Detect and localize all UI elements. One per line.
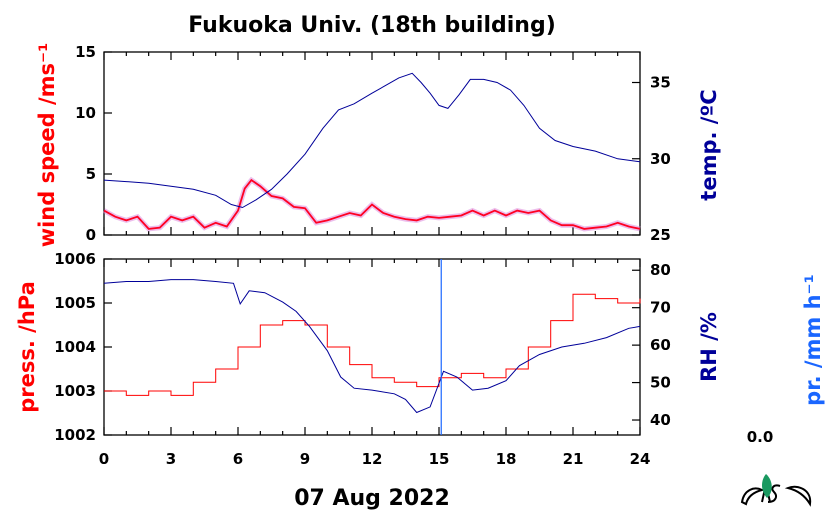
x-tick-label: 24 [630, 450, 651, 468]
y-right-tick-label: 25 [650, 226, 671, 244]
wind-series [103, 178, 641, 230]
x-tick-label: 6 [233, 450, 243, 468]
temp-series [103, 72, 641, 209]
y-left-tick-label: 1003 [54, 382, 96, 400]
wind-speed-axis-label: wind speed /ms⁻¹ [35, 43, 59, 248]
x-tick-label: 0 [99, 450, 109, 468]
top-panel: 0 5 10 15 25 30 35 wind speed /ms⁻¹ temp. /ºC [35, 43, 721, 248]
x-axis-tick-labels: 0 3 6 9 12 15 18 21 24 [99, 450, 651, 468]
bottom-panel: 1002 1003 1004 1005 1006 40 50 60 70 80 press. /h… [15, 250, 825, 446]
y-right-tick-label: 40 [650, 411, 671, 429]
y-right-tick-label: 50 [650, 374, 671, 392]
temperature-axis-label: temp. /ºC [697, 89, 721, 200]
chart-title: Fukuoka Univ. (18th building) [188, 13, 556, 38]
y-left-tick-label: 1006 [54, 250, 96, 268]
x-tick-label: 21 [563, 450, 584, 468]
pressure-series [104, 293, 641, 396]
x-tick-label: 9 [300, 450, 310, 468]
institution-logo [740, 474, 812, 507]
bottom-panel-tick-labels: 1002 1003 1004 1005 1006 40 50 60 70 80 [54, 250, 671, 444]
y-left-tick-label: 5 [86, 165, 96, 183]
bottom-panel-frame [103, 258, 641, 436]
x-tick-label: 15 [429, 450, 450, 468]
y-right-tick-label: 35 [650, 74, 671, 92]
top-panel-series [102, 72, 641, 232]
y-right-tick-label: 60 [650, 336, 671, 354]
y-left-tick-label: 1002 [54, 426, 96, 444]
pressure-axis-label: press. /hPa [15, 281, 39, 413]
date-label: 07 Aug 2022 [294, 486, 450, 511]
precip-axis-label: pr. /mm h⁻¹ [801, 274, 825, 406]
x-tick-label: 12 [362, 450, 383, 468]
y-right-tick-label: 80 [650, 261, 671, 279]
y-left-tick-label: 10 [75, 104, 96, 122]
rain-total-value: 0.0 [747, 428, 774, 446]
rh-series [103, 279, 641, 414]
top-panel-ticks [103, 51, 641, 236]
y-right-tick-label: 70 [650, 299, 671, 317]
bottom-panel-series [103, 259, 641, 435]
y-left-tick-label: 0 [86, 226, 96, 244]
y-right-tick-label: 30 [650, 150, 671, 168]
y-left-tick-label: 1005 [54, 294, 96, 312]
y-left-tick-label: 1004 [54, 338, 96, 356]
top-panel-tick-labels: 0 5 10 15 25 30 35 [75, 43, 671, 244]
x-tick-label: 18 [496, 450, 517, 468]
y-left-tick-label: 15 [75, 43, 96, 61]
bottom-panel-ticks [103, 258, 641, 436]
x-tick-label: 3 [166, 450, 176, 468]
rh-axis-label: RH /% [697, 312, 721, 382]
